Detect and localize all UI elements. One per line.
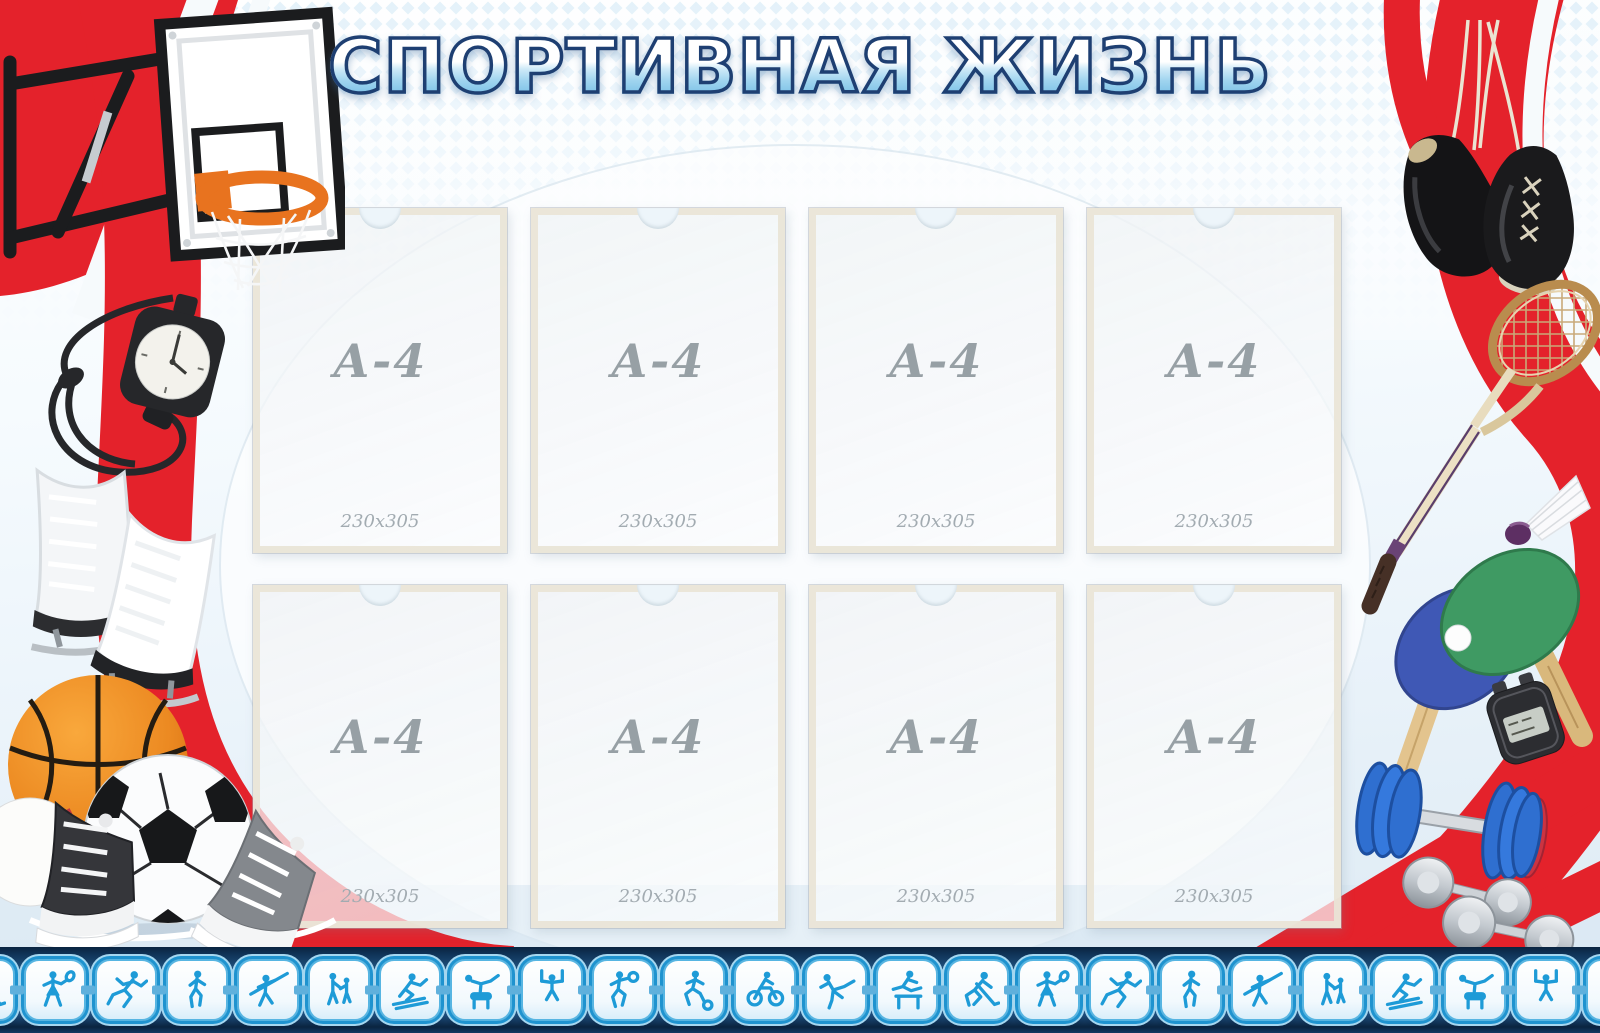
cyclist-pictogram-icon <box>733 959 796 1021</box>
pocket-format-label: А-4 <box>332 333 428 388</box>
hockey-pictogram-icon <box>946 959 1009 1021</box>
pocket-size-label: 230x305 <box>896 511 976 532</box>
a4-pocket: А-4 230x305 <box>531 208 785 553</box>
a4-pocket: А-4 230x305 <box>809 585 1063 928</box>
javelin-pictogram-icon <box>236 959 299 1021</box>
basketball-pictogram-icon <box>1585 959 1600 1021</box>
digital-stopwatch-image <box>1486 672 1565 765</box>
basketball-hoop-image <box>3 6 345 291</box>
pocket-format-label: А-4 <box>610 709 706 764</box>
football-pictogram-icon <box>662 959 725 1021</box>
figure-skates-image <box>30 467 217 708</box>
pommel-pictogram-icon <box>449 959 512 1021</box>
pocket-format-label: А-4 <box>1166 333 1262 388</box>
sprinter-pictogram-icon <box>94 959 157 1021</box>
dumbbells-image <box>1355 761 1583 972</box>
pocket-format-label: А-4 <box>1166 709 1262 764</box>
sneakers-image <box>28 800 337 952</box>
pocket-size-label: 230x305 <box>1174 886 1254 907</box>
badminton-pictogram-icon <box>23 959 86 1021</box>
pocket-notch <box>637 585 679 606</box>
jogger-pictogram-icon <box>1159 959 1222 1021</box>
shuttlecock-image <box>1505 474 1591 545</box>
pocket-notch <box>359 208 401 229</box>
pocket-size-label: 230x305 <box>618 511 698 532</box>
pocket-format-label: А-4 <box>332 709 428 764</box>
a4-pocket: А-4 230x305 <box>1087 585 1341 928</box>
pocket-notch <box>1193 208 1235 229</box>
pommel-pictogram-icon <box>1443 959 1506 1021</box>
pocket-size-label: 230x305 <box>340 886 420 907</box>
rings-pictogram-icon <box>1514 959 1577 1021</box>
pocket-size-label: 230x305 <box>340 511 420 532</box>
analog-stopwatch-image <box>48 293 226 476</box>
gymnast-pictogram-icon <box>804 959 867 1021</box>
hurdles-pictogram-icon <box>875 959 938 1021</box>
pocket-notch <box>359 585 401 606</box>
sprinter-pictogram-icon <box>1088 959 1151 1021</box>
a4-pocket: А-4 230x305 <box>531 585 785 928</box>
boxing-gloves-image <box>1403 19 1574 296</box>
pocket-notch <box>1193 585 1235 606</box>
a4-pocket: А-4 230x305 <box>1087 208 1341 553</box>
pair-pictogram-icon <box>307 959 370 1021</box>
pair-pictogram-icon <box>1301 959 1364 1021</box>
board-title: СПОРТИВНАЯ ЖИЗНЬ <box>0 22 1600 112</box>
skier-pictogram-icon <box>1372 959 1435 1021</box>
pocket-notch <box>915 585 957 606</box>
pocket-size-label: 230x305 <box>1174 511 1254 532</box>
jogger-pictogram-icon <box>165 959 228 1021</box>
a4-pocket: А-4 230x305 <box>809 208 1063 553</box>
pocket-format-label: А-4 <box>888 709 984 764</box>
a4-pocket-grid: А-4 230x305 А-4 230x305 А-4 230x305 А-4 … <box>253 208 1341 928</box>
pictogram-strip <box>0 947 1600 1033</box>
a4-pocket: А-4 230x305 <box>253 585 507 928</box>
rings-pictogram-icon <box>520 959 583 1021</box>
pocket-notch <box>637 208 679 229</box>
pictogram-row <box>0 947 1600 1033</box>
skier-pictogram-icon <box>378 959 441 1021</box>
table-tennis-paddles-image <box>1391 548 1593 793</box>
a4-pocket: А-4 230x305 <box>253 208 507 553</box>
badminton-racket-image <box>1361 270 1600 615</box>
pocket-size-label: 230x305 <box>896 886 976 907</box>
pocket-notch <box>915 208 957 229</box>
pocket-format-label: А-4 <box>610 333 706 388</box>
pocket-size-label: 230x305 <box>618 886 698 907</box>
javelin-pictogram-icon <box>1230 959 1293 1021</box>
badminton-pictogram-icon <box>1017 959 1080 1021</box>
basketball-pictogram-icon <box>591 959 654 1021</box>
pocket-format-label: А-4 <box>888 333 984 388</box>
